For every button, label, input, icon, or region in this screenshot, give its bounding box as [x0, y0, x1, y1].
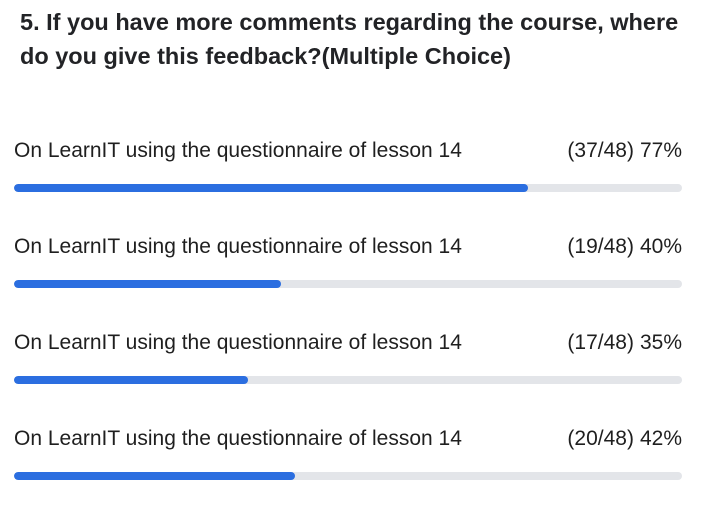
- progress-track: [14, 472, 682, 480]
- option-count: (37/48): [567, 139, 634, 162]
- option-label: On LearnIT using the questionnaire of le…: [14, 235, 462, 258]
- option-label: On LearnIT using the questionnaire of le…: [14, 139, 462, 162]
- option-percent: 40%: [639, 235, 682, 258]
- progress-track: [14, 280, 682, 288]
- option-count: (20/48): [567, 427, 634, 450]
- answer-option: On LearnIT using the questionnaire of le…: [14, 421, 682, 517]
- answer-options: On LearnIT using the questionnaire of le…: [14, 133, 682, 517]
- answer-option: On LearnIT using the questionnaire of le…: [14, 229, 682, 325]
- answer-option: On LearnIT using the questionnaire of le…: [14, 133, 682, 229]
- progress-track: [14, 376, 682, 384]
- progress-fill: [14, 280, 282, 288]
- progress-fill: [14, 472, 295, 480]
- progress-fill: [14, 376, 248, 384]
- option-percent: 42%: [639, 427, 682, 450]
- answer-option: On LearnIT using the questionnaire of le…: [14, 325, 682, 421]
- option-label: On LearnIT using the questionnaire of le…: [14, 331, 462, 354]
- question-title: 5. If you have more comments regarding t…: [20, 9, 679, 69]
- progress-fill: [14, 184, 529, 192]
- option-count: (19/48): [567, 235, 634, 258]
- option-label: On LearnIT using the questionnaire of le…: [14, 427, 462, 450]
- progress-track: [14, 184, 682, 192]
- option-percent: 35%: [639, 331, 682, 354]
- option-count: (17/48): [567, 331, 634, 354]
- option-percent: 77%: [639, 139, 682, 162]
